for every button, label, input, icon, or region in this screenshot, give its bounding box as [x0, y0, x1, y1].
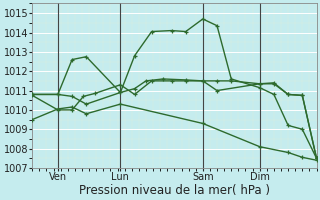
X-axis label: Pression niveau de la mer( hPa ): Pression niveau de la mer( hPa ) [79, 184, 270, 197]
